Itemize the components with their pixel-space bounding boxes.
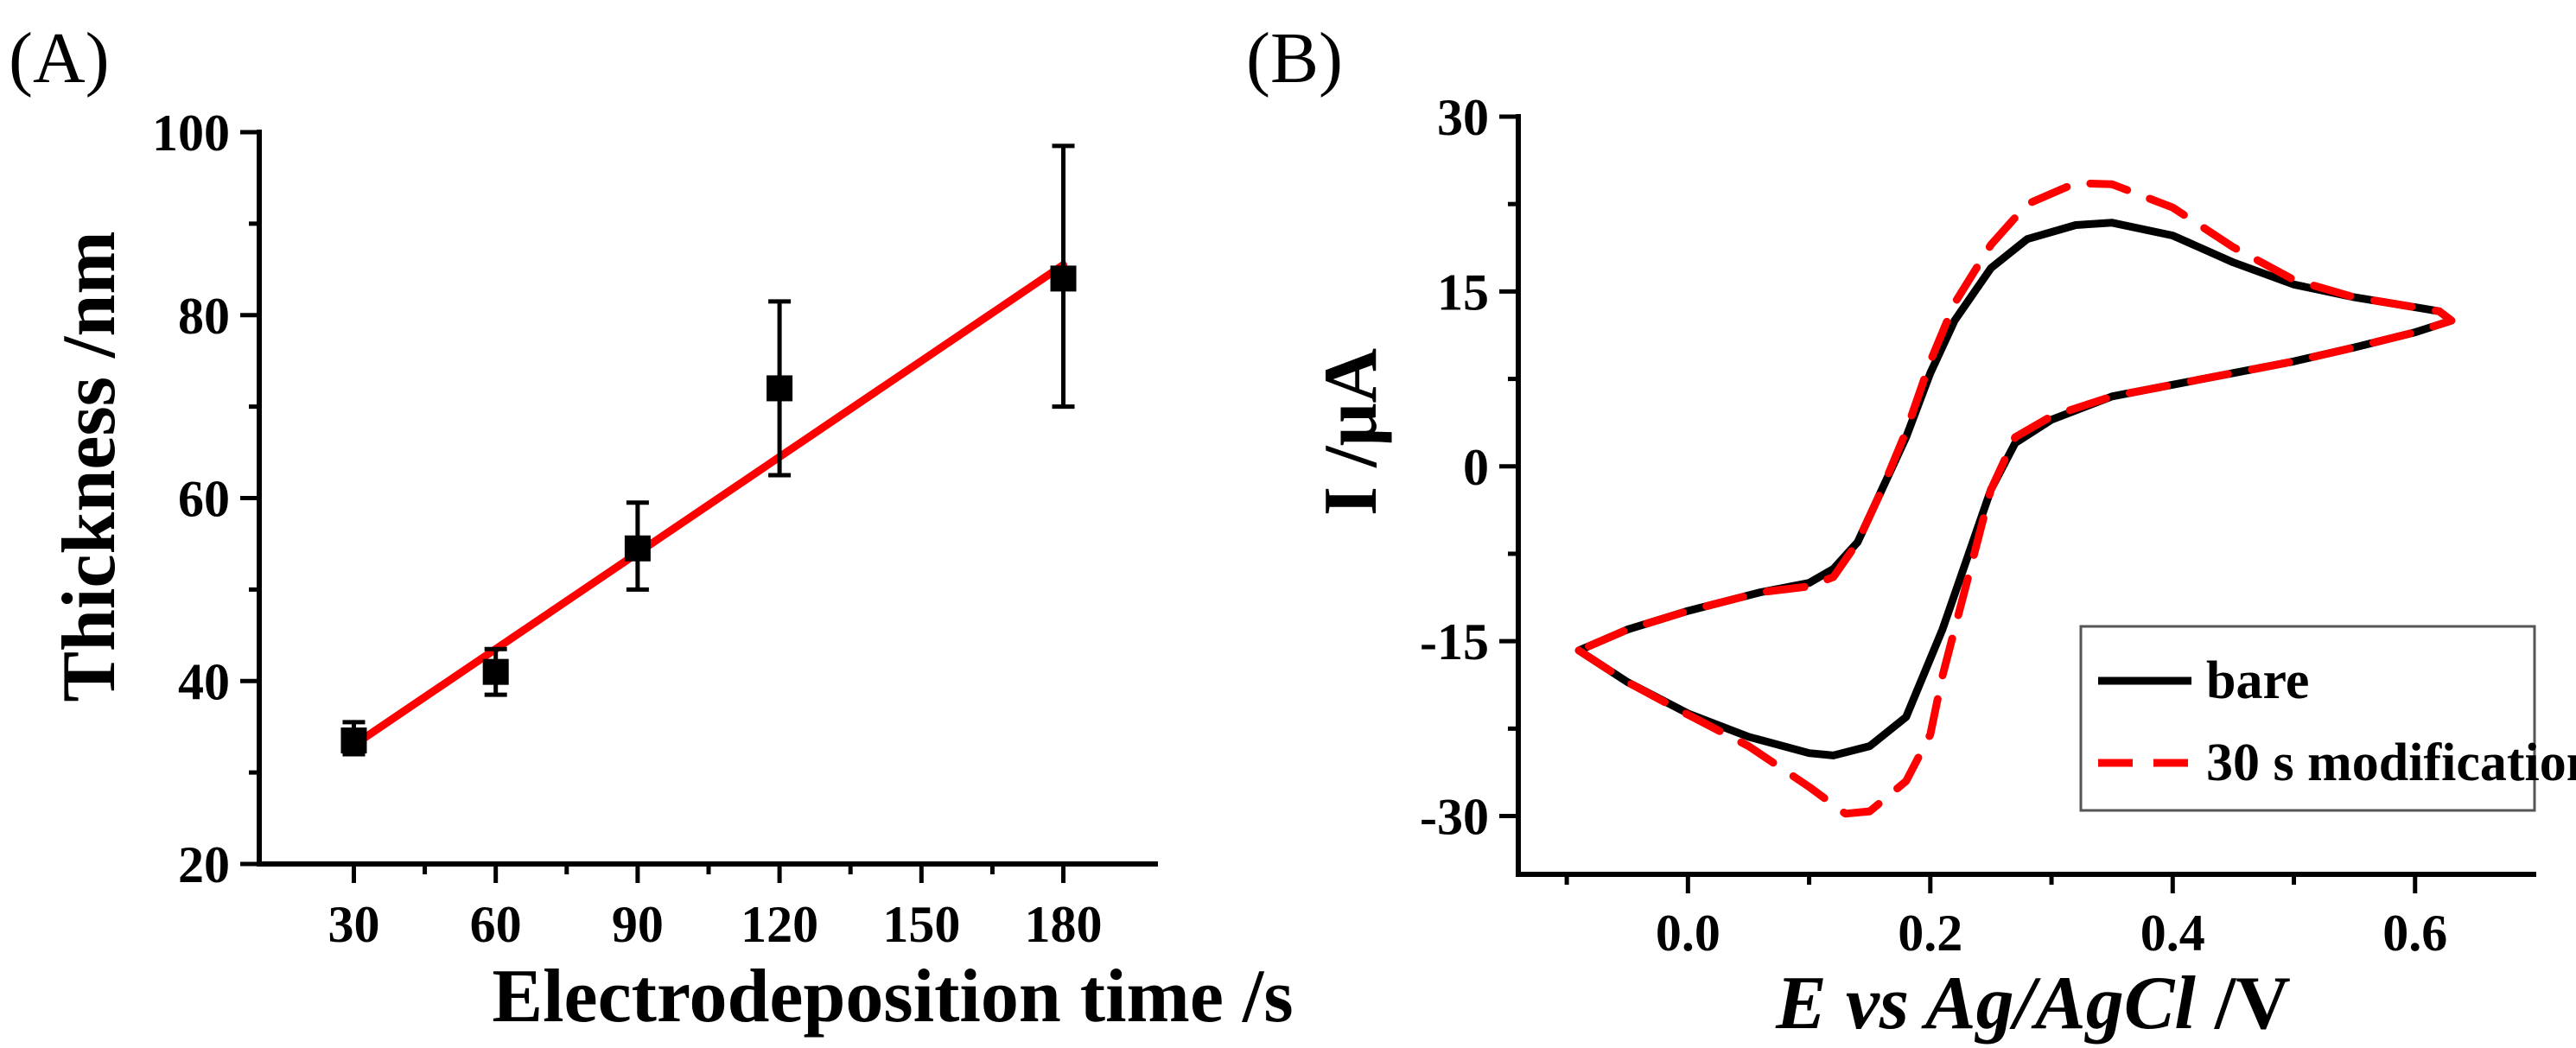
panel-a-x-axis-title: Electrodeposition time /s: [492, 955, 1293, 1038]
panel-b-label: (B): [1246, 18, 1343, 98]
panel-b-x-axis-title: E vs Ag/AgCl /V: [1775, 962, 2291, 1045]
panel-a-x-tick-label: 180: [1025, 896, 1103, 953]
panel-b-legend-label: 30 s modification: [2206, 734, 2576, 792]
panel-a-y-tick-label: 40: [178, 653, 230, 710]
panel-a-data-point: [766, 375, 793, 402]
panel-b-y-tick-label: -15: [1420, 613, 1489, 670]
panel-b-x-axis-title-unit: /V: [2196, 962, 2291, 1045]
panel-a-data-point: [340, 727, 367, 754]
panel-a-y-tick-label: 60: [178, 471, 230, 528]
panel-a-x-tick-label: 30: [328, 896, 379, 953]
panel-b-y-tick-label: 30: [1437, 89, 1489, 146]
panel-a-data-point: [482, 658, 509, 685]
chart-panel-a: (A) Electrodeposition time /s Thickness …: [9, 18, 1294, 1038]
panel-b-y-axis-title: I /μA: [1309, 348, 1393, 516]
panel-b-x-tick-label: 0.2: [1898, 905, 1962, 962]
panel-a-y-tick-label: 100: [152, 105, 230, 162]
panel-a-x-tick-label: 90: [612, 896, 664, 953]
panel-a-label: (A): [9, 18, 110, 98]
panel-b-y-tick-label: -30: [1420, 789, 1489, 846]
panel-b-x-tick-label: 0.0: [1656, 905, 1721, 962]
panel-a-y-axis-title: Thickness /nm: [48, 231, 131, 702]
panel-b-legend-label: bare: [2206, 651, 2309, 710]
panel-b-x-tick-label: 0.4: [2140, 905, 2205, 962]
panel-a-x-tick-label: 60: [470, 896, 522, 953]
panel-b-y-tick-label: 15: [1437, 264, 1489, 321]
chart-panel-b: (B) E vs Ag/AgCl /V I /μA 30 15 0 -15 -30 0.0…: [1246, 18, 2576, 1045]
panel-a-data-point: [624, 535, 651, 562]
panel-b-series-30s-modification: [1574, 179, 2456, 818]
panel-b-x-axis-title-italic: E vs Ag/AgCl: [1775, 962, 2196, 1045]
panel-a-x-tick-label: 120: [741, 896, 818, 953]
panel-a-y-tick-label: 20: [178, 836, 230, 893]
panel-a-data-point: [1050, 265, 1077, 292]
panel-a-x-tick-label: 150: [882, 896, 960, 953]
panel-a-y-tick-label: 80: [178, 288, 230, 345]
panel-a-fit-line: [349, 261, 1068, 749]
panel-b-x-tick-label: 0.6: [2382, 905, 2447, 962]
panel-b-legend-box: [2079, 625, 2536, 812]
panel-b-y-tick-label: 0: [1463, 439, 1489, 496]
